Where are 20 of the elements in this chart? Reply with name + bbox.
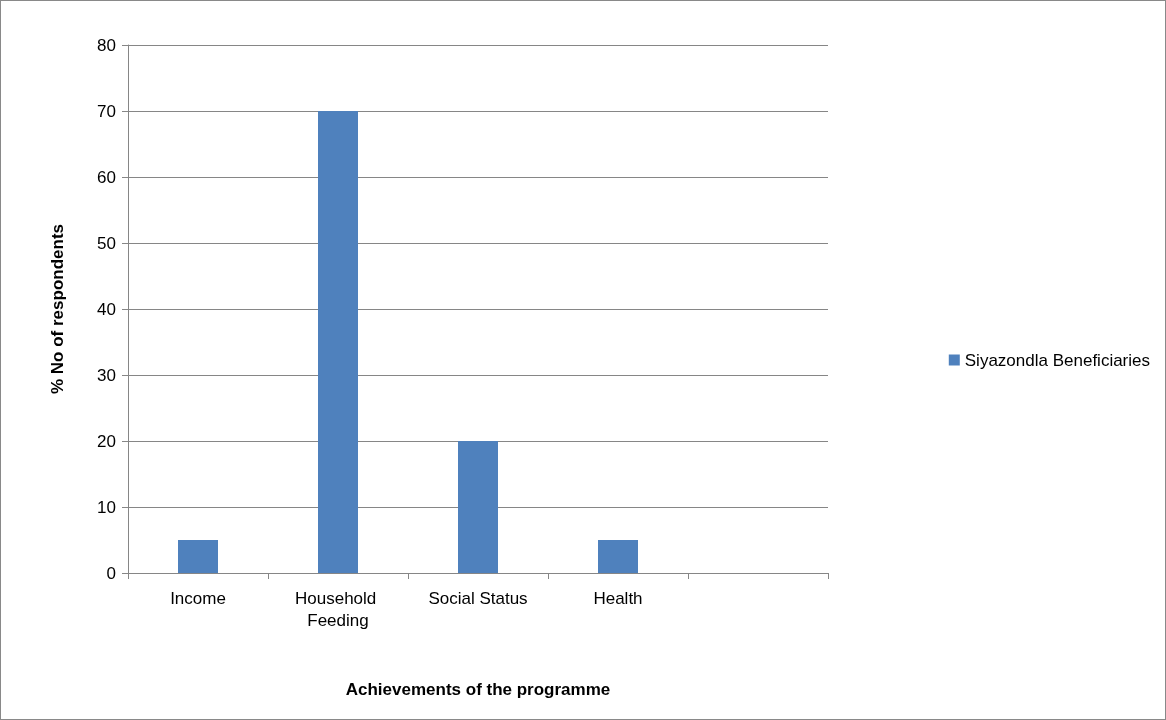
x-tick-label: Income [170, 588, 226, 608]
y-tick-label: 10 [97, 497, 116, 517]
y-tick-label: 0 [106, 563, 116, 583]
bar [458, 441, 498, 573]
x-tick-label: Household Feeding [294, 588, 382, 630]
y-tick-label: 20 [97, 431, 116, 451]
y-tick-label: 70 [97, 101, 116, 121]
legend-label: Siyazondla Beneficiaries [964, 350, 1150, 370]
y-tick-label: 40 [97, 299, 116, 319]
x-axis-title: Achievements of the programme [345, 680, 611, 699]
x-tick-label: Social Status [428, 588, 528, 608]
y-tick-label: 60 [97, 167, 116, 187]
y-tick-label: 80 [97, 35, 116, 55]
bar [598, 540, 638, 573]
bar [178, 540, 218, 573]
x-tick-label: Health [593, 588, 643, 608]
y-tick-label: 50 [97, 233, 116, 253]
bar [318, 111, 358, 573]
y-tick-label: 30 [97, 365, 116, 385]
y-axis-title: % No of respondents [48, 223, 67, 395]
